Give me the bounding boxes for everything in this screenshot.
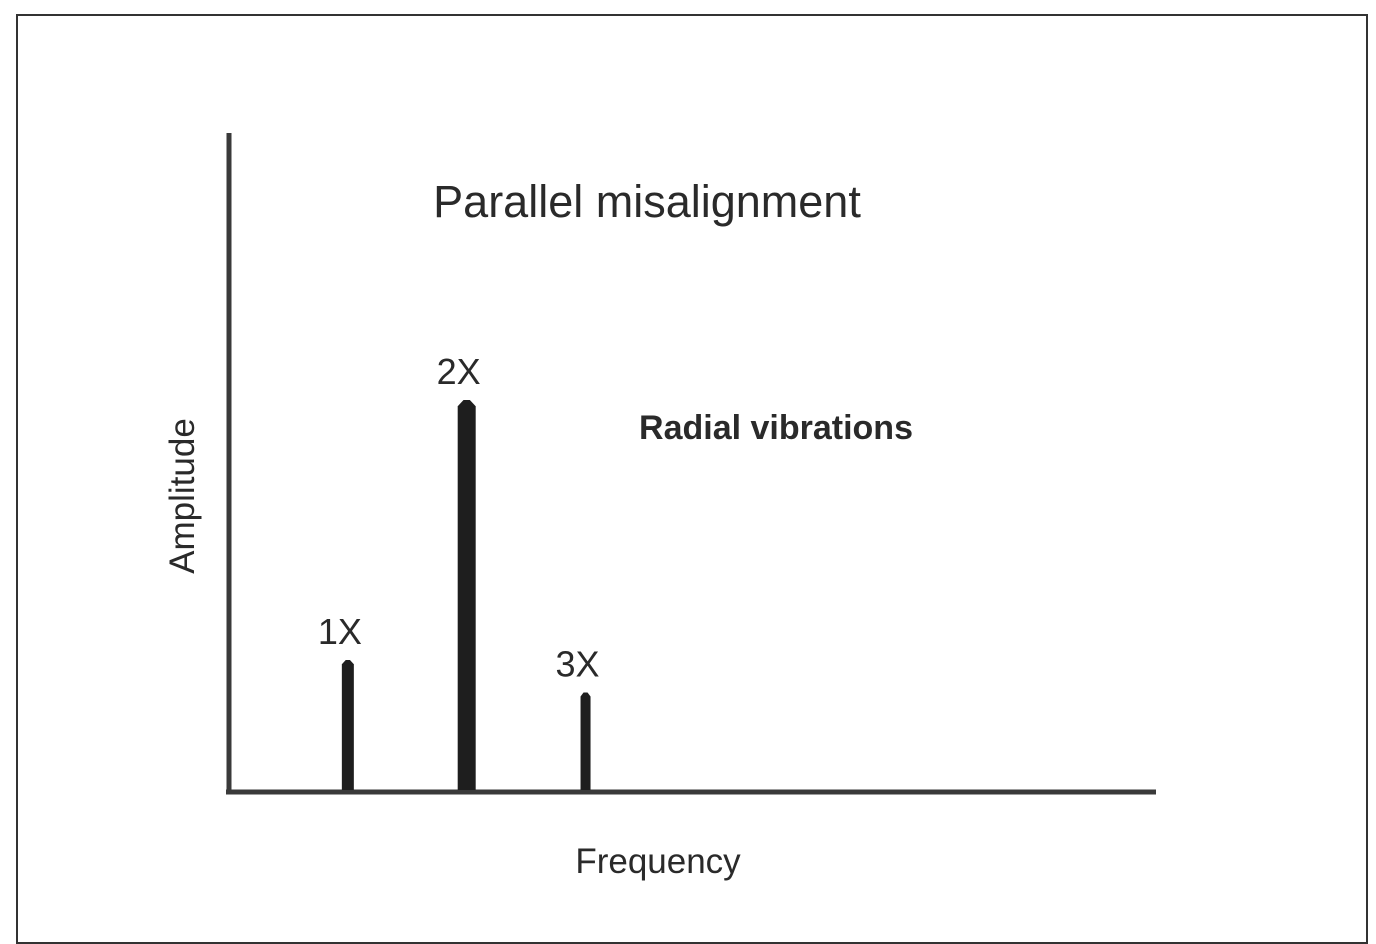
chart-title: Parallel misalignment (433, 176, 861, 227)
peak-1x (341, 660, 354, 790)
peak-2x (457, 400, 476, 790)
x-axis-label: Frequency (575, 842, 741, 881)
peak-3x (580, 692, 591, 790)
chart-subtitle: Radial vibrations (639, 409, 913, 447)
peaks-group: 1X 2X 3X (318, 351, 600, 790)
peak-label-2x: 2X (437, 351, 481, 392)
y-axis-label: Amplitude (163, 418, 202, 574)
chart-frame (16, 14, 1368, 944)
peak-label-3x: 3X (556, 644, 600, 685)
peak-label-1x: 1X (318, 611, 362, 652)
